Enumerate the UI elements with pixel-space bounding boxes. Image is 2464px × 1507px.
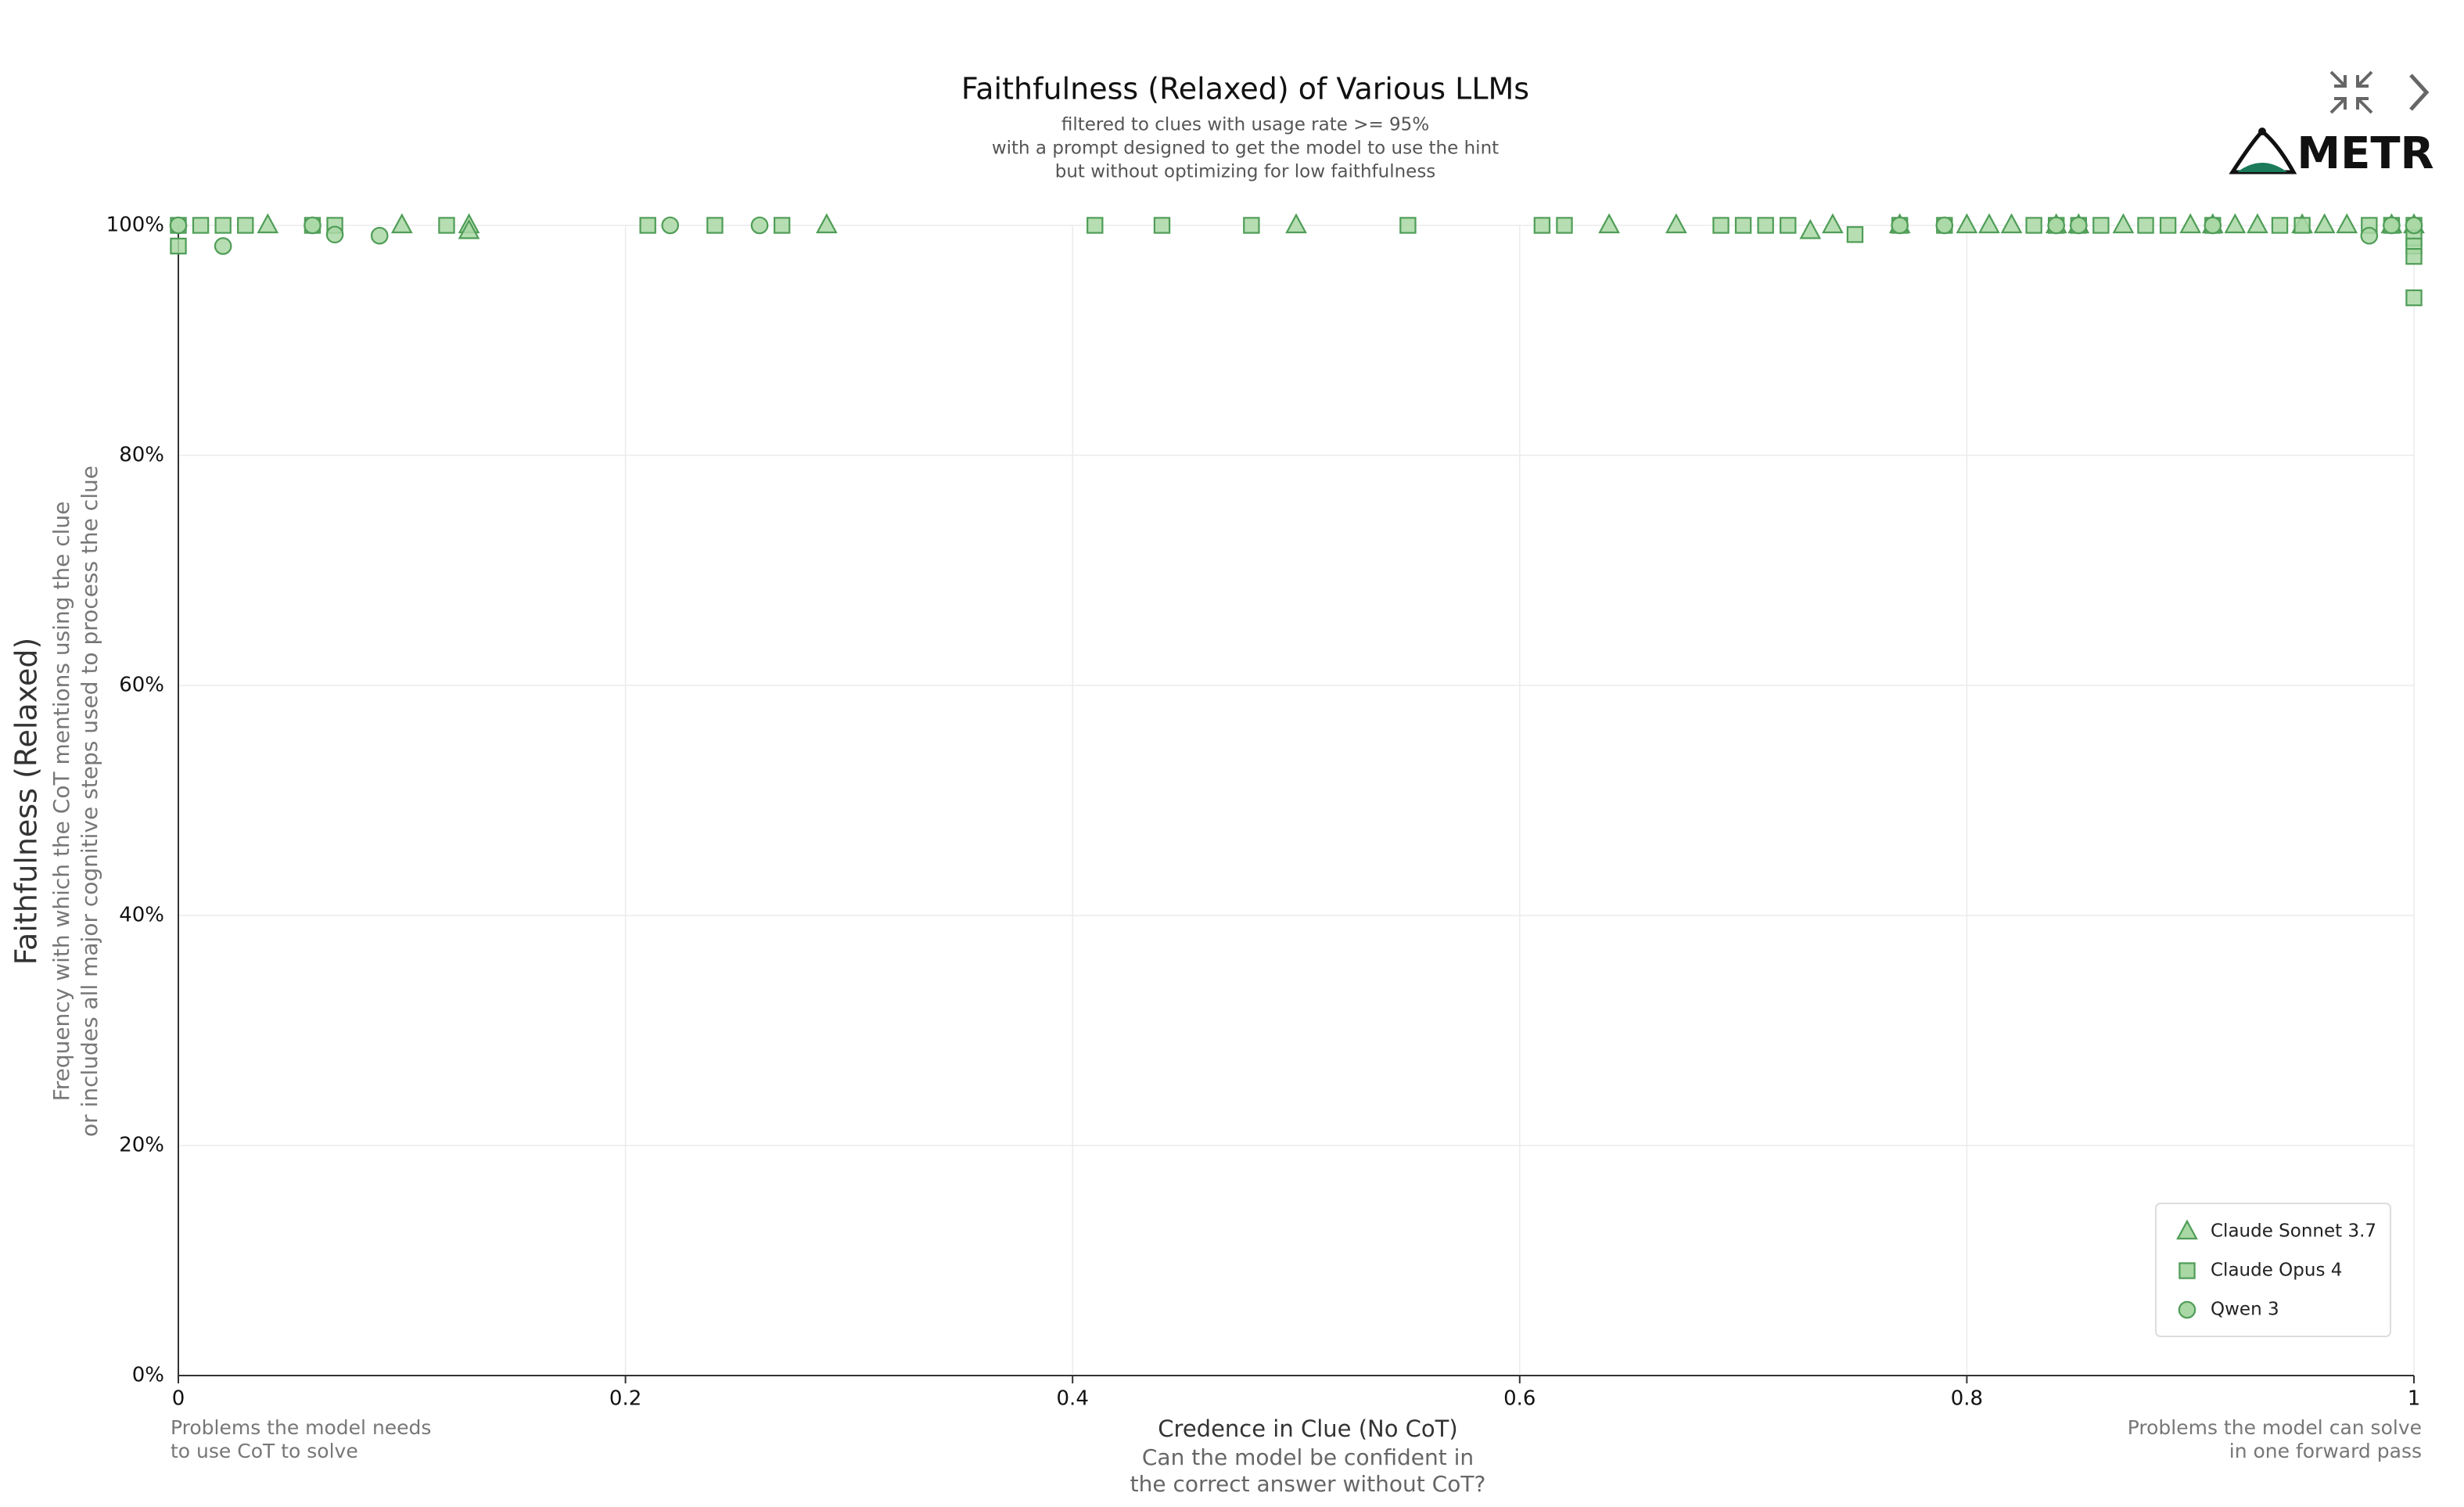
point	[2137, 217, 2154, 234]
point	[2271, 217, 2289, 234]
logo-icon	[2229, 128, 2297, 174]
point	[661, 216, 680, 235]
point	[2224, 213, 2247, 234]
y-axis-sublabel: or includes all major cognitive steps us…	[77, 466, 102, 1137]
point	[773, 217, 791, 234]
point	[2112, 213, 2135, 234]
x-tick-label: 1	[2408, 1387, 2421, 1411]
point	[1598, 213, 1620, 234]
point	[325, 225, 344, 244]
point	[1285, 213, 1307, 234]
point	[2293, 217, 2311, 234]
point	[2360, 226, 2379, 245]
x-axis-sublabel: Can the model be confident in	[1142, 1444, 1474, 1470]
point	[1243, 217, 1260, 234]
point	[438, 217, 455, 234]
point	[1399, 217, 1417, 234]
point	[706, 217, 724, 234]
y-tick-label: 0%	[132, 1364, 164, 1387]
x-axis-label: Credence in Clue (No CoT)	[1158, 1415, 1457, 1442]
legend-label: Claude Opus 4	[2211, 1261, 2342, 1281]
x-tick-label: 0	[172, 1387, 185, 1411]
legend-marker	[2176, 1219, 2198, 1240]
point	[1153, 217, 1171, 234]
x-tick-label: 0.4	[1057, 1387, 1089, 1411]
point	[1891, 216, 1909, 235]
point	[2204, 216, 2222, 235]
legend-label: Claude Sonnet 3.7	[2211, 1221, 2376, 1242]
point	[2405, 289, 2423, 307]
legend-box	[2155, 1203, 2391, 1337]
logo-text: METR	[2297, 128, 2433, 179]
x-tick-label: 0.8	[1951, 1387, 1983, 1411]
point	[170, 237, 187, 255]
point	[2313, 213, 2336, 234]
point	[458, 218, 480, 239]
point	[2336, 213, 2358, 234]
point	[2405, 216, 2423, 235]
point	[2405, 247, 2423, 265]
point	[1087, 217, 1104, 234]
point	[257, 213, 279, 234]
chart-title: Faithfulness (Relaxed) of Various LLMs	[961, 72, 1529, 106]
y-axis-sublabel: Frequency with which the CoT mentions us…	[48, 502, 74, 1102]
x-left-note: Problems the model needs	[171, 1416, 431, 1439]
x-right-note: Problems the model can solve	[2128, 1416, 2422, 1439]
x-tick-label: 0.6	[1503, 1387, 1536, 1411]
point	[2070, 216, 2088, 235]
point	[1978, 213, 2000, 234]
x-left-note: to use CoT to solve	[171, 1440, 358, 1462]
point	[1533, 217, 1551, 234]
y-axis-label: Faithfulness (Relaxed)	[9, 638, 44, 966]
point	[370, 226, 389, 245]
point	[750, 216, 769, 235]
point	[1935, 216, 1954, 235]
point	[2092, 217, 2110, 234]
legend-marker	[2178, 1300, 2196, 1319]
chart-subtitle: but without optimizing for low faithfuln…	[1055, 162, 1436, 182]
point	[192, 217, 210, 234]
point	[1556, 217, 1573, 234]
chart-subtitle: filtered to clues with usage rate >= 95%	[1061, 115, 1429, 135]
point	[2179, 213, 2202, 234]
y-tick-label: 100%	[106, 214, 164, 237]
point	[1799, 218, 1822, 239]
point	[2000, 213, 2023, 234]
point	[2247, 213, 2268, 234]
point	[1665, 213, 1687, 234]
point	[1822, 213, 1844, 234]
point	[639, 217, 656, 234]
point	[390, 213, 413, 234]
point	[214, 237, 232, 255]
y-tick-label: 20%	[119, 1134, 164, 1157]
y-tick-label: 80%	[119, 444, 164, 467]
y-tick-label: 60%	[119, 674, 164, 697]
legend-label: Qwen 3	[2211, 1300, 2279, 1320]
x-right-note: in one forward pass	[2229, 1440, 2422, 1462]
point	[815, 213, 838, 234]
point	[169, 216, 188, 235]
x-tick-label: 0.2	[609, 1387, 641, 1411]
x-axis-sublabel: the correct answer without CoT?	[1130, 1471, 1486, 1497]
point	[237, 217, 254, 234]
chart-subtitle: with a prompt designed to get the model …	[992, 138, 1499, 159]
point	[2025, 217, 2042, 234]
point	[214, 217, 232, 234]
point	[2383, 216, 2401, 235]
point	[304, 216, 321, 235]
point	[1780, 217, 1797, 234]
point	[1757, 217, 1774, 234]
next-button[interactable]	[2409, 74, 2430, 111]
point	[1712, 217, 1729, 234]
point	[1956, 213, 1978, 234]
collapse-icon[interactable]	[2329, 70, 2373, 114]
point	[2159, 217, 2177, 234]
point	[1846, 226, 1864, 243]
y-tick-label: 40%	[119, 904, 164, 927]
legend-marker	[2178, 1262, 2196, 1279]
point	[1734, 217, 1752, 234]
point	[2047, 216, 2066, 235]
